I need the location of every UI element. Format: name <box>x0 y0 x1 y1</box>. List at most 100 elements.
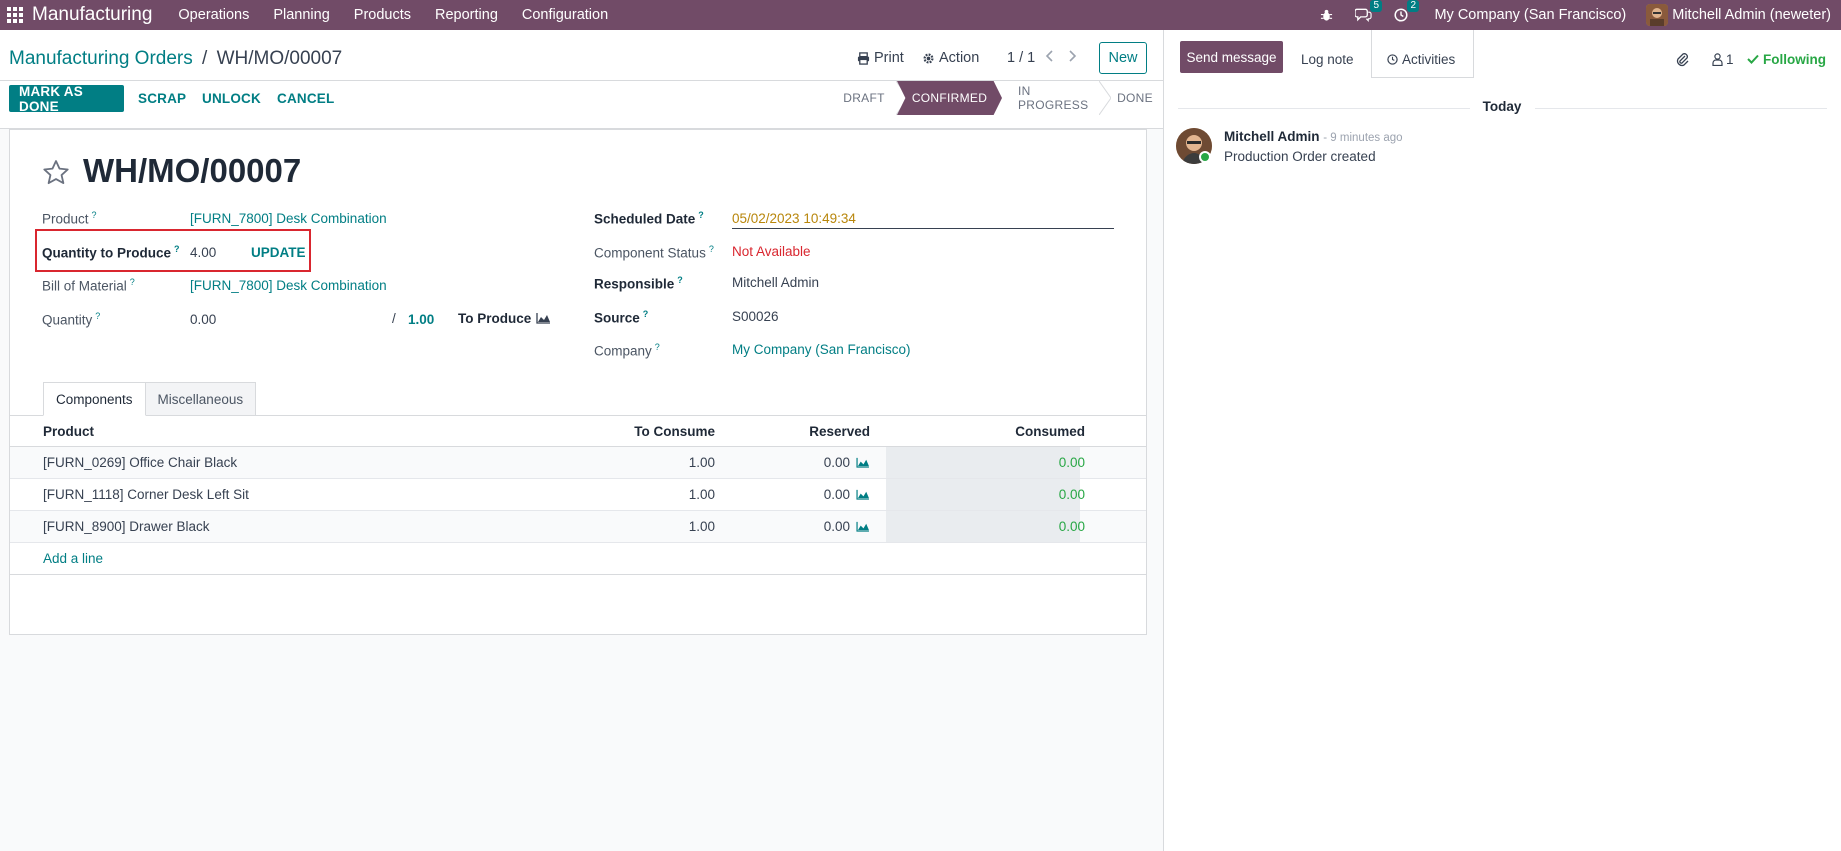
tab-miscellaneous[interactable]: Miscellaneous <box>144 382 257 416</box>
row-to-consume[interactable]: 1.00 <box>688 487 715 502</box>
log-note-button[interactable]: Log note <box>1301 51 1354 67</box>
followers-count: 1 <box>1726 51 1734 67</box>
help-tooltip-icon[interactable]: ? <box>708 244 714 254</box>
action-button[interactable]: Action <box>922 50 979 66</box>
quantity-value[interactable]: 0.00 <box>190 312 217 327</box>
control-divider <box>0 80 1163 81</box>
online-status-indicator <box>1199 151 1211 163</box>
new-button[interactable]: New <box>1099 42 1147 74</box>
table-row[interactable]: [FURN_1118] Corner Desk Left Sit 1.00 0.… <box>10 479 1146 511</box>
responsible-label: Responsible? <box>594 275 683 292</box>
breadcrumb: Manufacturing Orders / WH/MO/00007 <box>9 48 342 70</box>
app-name[interactable]: Manufacturing <box>32 4 153 25</box>
menu-operations[interactable]: Operations <box>178 7 250 23</box>
scrap-button[interactable]: SCRAP <box>138 91 187 106</box>
mark-as-done-button[interactable]: MARK AS DONE <box>9 84 124 114</box>
unlock-button[interactable]: UNLOCK <box>202 91 261 106</box>
pager-next-icon[interactable] <box>1067 49 1077 63</box>
help-tooltip-icon[interactable]: ? <box>174 244 180 254</box>
update-button[interactable]: UPDATE <box>251 245 306 260</box>
print-button[interactable]: Print <box>857 50 904 66</box>
product-value[interactable]: [FURN_7800] Desk Combination <box>190 211 387 226</box>
help-tooltip-icon[interactable]: ? <box>642 309 649 319</box>
stage-confirmed[interactable]: CONFIRMED <box>897 81 1002 115</box>
attachment-paperclip-icon[interactable] <box>1675 41 1689 77</box>
header-consumed[interactable]: Consumed <box>1015 423 1085 439</box>
message-body: Production Order created <box>1224 149 1376 164</box>
message-author[interactable]: Mitchell Admin <box>1224 129 1320 144</box>
message-time: - 9 minutes ago <box>1323 132 1403 144</box>
chatter-panel <box>1163 30 1841 851</box>
consumed-cell-bg <box>886 511 1080 542</box>
tab-components[interactable]: Components <box>43 382 146 416</box>
messages-count-badge: 5 <box>1370 0 1383 12</box>
row-consumed[interactable]: 0.00 <box>1058 519 1085 534</box>
messages-icon[interactable]: 5 <box>1355 0 1383 22</box>
stage-in-progress[interactable]: IN PROGRESS <box>1018 84 1089 112</box>
stage-done[interactable]: DONE <box>1117 91 1153 105</box>
row-to-consume[interactable]: 1.00 <box>688 519 715 534</box>
help-tooltip-icon[interactable]: ? <box>677 275 683 285</box>
company-value[interactable]: My Company (San Francisco) <box>732 342 911 357</box>
add-a-line-link[interactable]: Add a line <box>43 551 104 566</box>
favorite-star-icon[interactable] <box>41 158 71 191</box>
source-value[interactable]: S00026 <box>732 309 779 324</box>
highlight-box <box>35 229 311 272</box>
send-message-button[interactable]: Send message <box>1180 41 1283 73</box>
row-product[interactable]: [FURN_0269] Office Chair Black <box>43 455 238 470</box>
quantity-to-produce-value[interactable]: 4.00 <box>190 245 217 260</box>
help-tooltip-icon[interactable]: ? <box>129 277 135 287</box>
help-tooltip-icon[interactable]: ? <box>654 342 660 352</box>
user-menu[interactable]: Mitchell Admin (neweter) <box>1646 4 1831 26</box>
help-tooltip-icon[interactable]: ? <box>91 210 97 220</box>
help-tooltip-icon[interactable]: ? <box>95 311 101 321</box>
scheduled-date-input[interactable]: 05/02/2023 10:49:34 <box>732 211 1114 229</box>
activities-button[interactable]: Activities <box>1387 41 1455 77</box>
header-product[interactable]: Product <box>43 423 95 439</box>
table-row[interactable]: [FURN_8900] Drawer Black 1.00 0.00 0.00 <box>10 511 1146 543</box>
breadcrumb-separator: / <box>202 48 208 69</box>
status-bar: DRAFT CONFIRMED IN PROGRESS DONE <box>831 81 1163 115</box>
apps-menu-icon[interactable] <box>0 0 30 30</box>
row-reserved: 0.00 <box>770 447 870 478</box>
debug-bug-icon[interactable] <box>1320 9 1333 22</box>
check-icon <box>1747 54 1759 64</box>
forecast-chart-icon[interactable] <box>856 457 870 468</box>
menu-products[interactable]: Products <box>353 7 412 23</box>
row-product[interactable]: [FURN_8900] Drawer Black <box>43 519 210 534</box>
row-reserved: 0.00 <box>770 511 870 542</box>
activities-count-badge: 2 <box>1407 0 1420 12</box>
row-to-consume[interactable]: 1.00 <box>688 455 715 470</box>
activities-clock-icon[interactable]: 2 <box>1394 0 1420 22</box>
menu-planning[interactable]: Planning <box>273 7 330 23</box>
record-title: WH/MO/00007 <box>83 152 302 189</box>
following-button[interactable]: Following <box>1747 41 1826 77</box>
component-status-label: Component Status? <box>594 244 714 261</box>
breadcrumb-manufacturing-orders[interactable]: Manufacturing Orders <box>9 48 193 69</box>
responsible-value[interactable]: Mitchell Admin <box>732 275 820 290</box>
followers-button[interactable]: 1 <box>1712 41 1734 77</box>
company-switcher[interactable]: My Company (San Francisco) <box>1434 7 1627 23</box>
bill-of-material-value[interactable]: [FURN_7800] Desk Combination <box>190 278 387 293</box>
stage-draft[interactable]: DRAFT <box>843 91 885 105</box>
user-name: Mitchell Admin (neweter) <box>1672 7 1831 23</box>
row-consumed[interactable]: 0.00 <box>1058 487 1085 502</box>
to-produce-label: To Produce <box>458 311 532 326</box>
table-row[interactable]: [FURN_0269] Office Chair Black 1.00 0.00… <box>10 447 1146 479</box>
row-reserved: 0.00 <box>770 479 870 510</box>
menu-reporting[interactable]: Reporting <box>435 7 498 23</box>
header-to-consume[interactable]: To Consume <box>634 423 715 439</box>
pager-prev-icon[interactable] <box>1045 49 1055 63</box>
forecast-chart-icon[interactable] <box>856 489 870 500</box>
user-icon <box>1712 52 1723 66</box>
row-product[interactable]: [FURN_1118] Corner Desk Left Sit <box>43 487 249 502</box>
activities-label: Activities <box>1402 51 1456 67</box>
menu-configuration[interactable]: Configuration <box>521 7 609 23</box>
cancel-button[interactable]: CANCEL <box>277 91 335 106</box>
forecast-chart-icon[interactable] <box>536 312 551 328</box>
pager-value[interactable]: 1 / 1 <box>1007 50 1036 66</box>
help-tooltip-icon[interactable]: ? <box>698 210 704 220</box>
row-consumed[interactable]: 0.00 <box>1058 455 1085 470</box>
header-reserved[interactable]: Reserved <box>809 423 870 439</box>
forecast-chart-icon[interactable] <box>856 521 870 532</box>
